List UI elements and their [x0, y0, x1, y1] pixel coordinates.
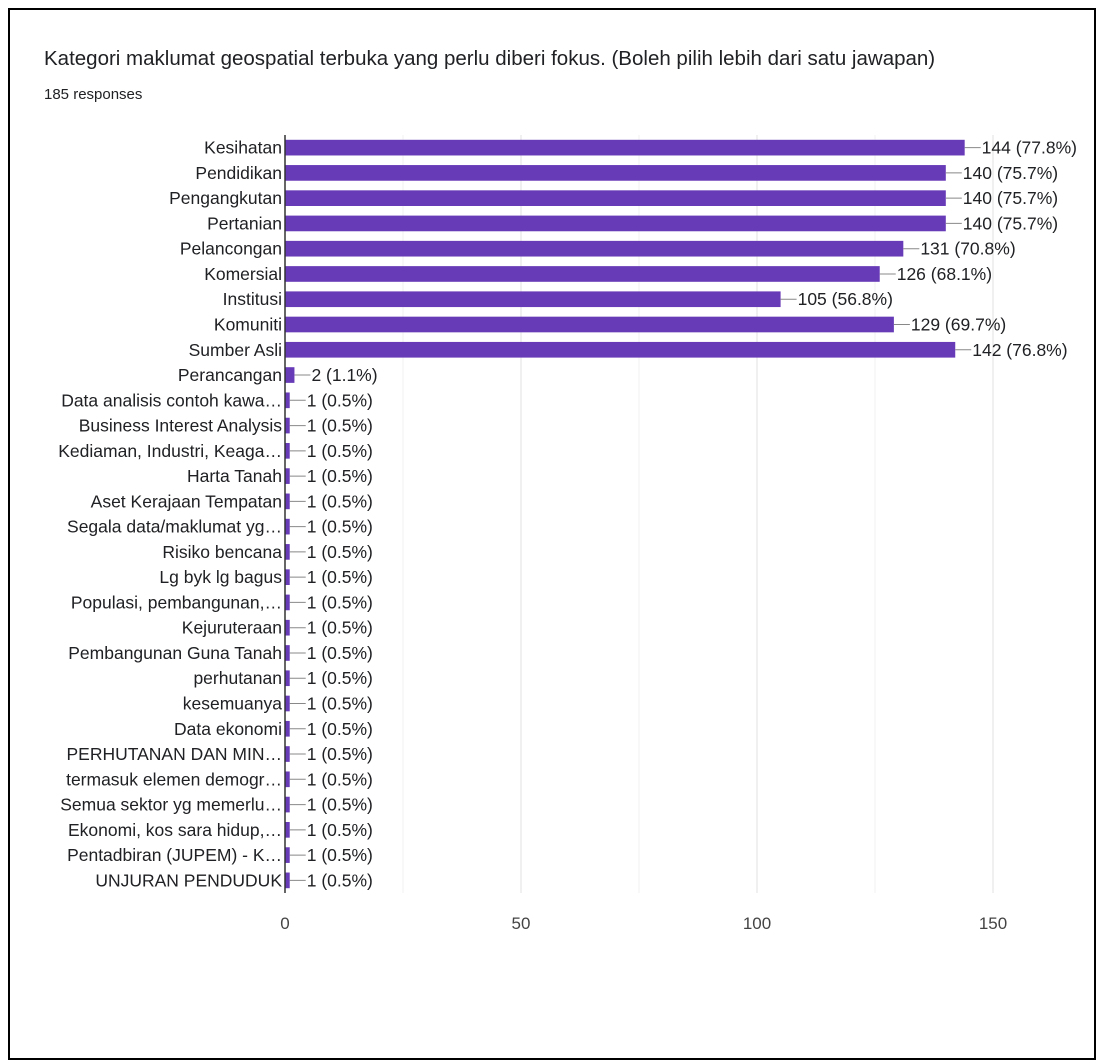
category-label: Semua sektor yg memerlu… [60, 795, 282, 815]
bar [285, 443, 290, 459]
x-tick-label: 100 [743, 914, 771, 933]
bar [285, 695, 290, 712]
chart-title: Kategori maklumat geospatial terbuka yan… [44, 47, 936, 70]
data-label: 131 (70.8%) [920, 239, 1015, 259]
data-label: 1 (0.5%) [307, 719, 373, 739]
bar [285, 796, 290, 813]
category-label: Pelancongan [180, 239, 282, 259]
bar [285, 619, 290, 636]
category-label: termasuk elemen demogr… [66, 769, 282, 789]
category-label: Lg byk lg bagus [159, 567, 282, 587]
data-label: 1 (0.5%) [307, 744, 373, 764]
category-label: Data ekonomi [174, 719, 282, 739]
data-label: 1 (0.5%) [307, 466, 373, 486]
category-label: Pengangkutan [169, 188, 282, 208]
category-label: Kejuruteraan [182, 618, 282, 638]
x-tick-label: 150 [979, 914, 1007, 933]
data-label: 1 (0.5%) [307, 769, 373, 789]
x-tick-label: 0 [280, 914, 289, 933]
chart-card [8, 8, 1096, 1060]
category-label: Harta Tanah [187, 466, 282, 486]
data-label: 1 (0.5%) [307, 567, 373, 587]
category-label: Risiko bencana [162, 542, 282, 562]
category-label: Pembangunan Guna Tanah [68, 643, 282, 663]
bar [285, 165, 946, 181]
bar [285, 392, 290, 409]
category-label: Business Interest Analysis [79, 416, 283, 436]
bar [285, 367, 295, 383]
category-label: Data analisis contoh kawa… [61, 390, 282, 410]
category-label: Pertanian [207, 213, 282, 233]
category-label: Institusi [223, 289, 282, 309]
bar [285, 291, 781, 308]
category-label: UNJURAN PENDUDUK [95, 870, 282, 890]
response-count: 185 responses [44, 86, 143, 103]
bar [285, 645, 290, 661]
data-label: 1 (0.5%) [307, 618, 373, 638]
bar [285, 847, 290, 863]
category-label: Ekonomi, kos sara hidup,… [68, 820, 282, 840]
data-label: 1 (0.5%) [307, 795, 373, 815]
category-label: Pendidikan [195, 163, 282, 183]
category-label: PERHUTANAN DAN MIN… [66, 744, 282, 764]
data-label: 1 (0.5%) [307, 517, 373, 537]
bar [285, 493, 290, 510]
data-label: 2 (1.1%) [311, 365, 377, 385]
data-label: 1 (0.5%) [307, 390, 373, 410]
data-label: 1 (0.5%) [307, 643, 373, 663]
data-label: 126 (68.1%) [897, 264, 992, 284]
data-label: 129 (69.7%) [911, 315, 1006, 335]
data-label: 1 (0.5%) [307, 820, 373, 840]
data-label: 1 (0.5%) [307, 416, 373, 436]
category-label: perhutanan [193, 668, 282, 688]
category-label: Perancangan [178, 365, 282, 385]
bar [285, 569, 290, 585]
bar [285, 822, 290, 838]
category-label: Kediaman, Industri, Keaga… [58, 441, 282, 461]
bar [285, 139, 965, 156]
bar [285, 518, 290, 535]
bar [285, 417, 290, 434]
bar [285, 341, 956, 358]
data-label: 1 (0.5%) [307, 491, 373, 511]
bar [285, 215, 946, 232]
data-label: 1 (0.5%) [307, 694, 373, 714]
category-label: Komuniti [214, 315, 282, 335]
category-label: Segala data/maklumat yg… [67, 517, 282, 537]
category-label: Aset Kerajaan Tempatan [91, 491, 282, 511]
category-label: Populasi, pembangunan,… [71, 592, 282, 612]
category-label: Pentadbiran (JUPEM) - K… [67, 845, 282, 865]
x-tick-label: 50 [512, 914, 531, 933]
category-label: Sumber Asli [189, 340, 282, 360]
data-label: 144 (77.8%) [982, 138, 1077, 158]
data-label: 140 (75.7%) [963, 188, 1058, 208]
category-label: kesemuanya [183, 694, 282, 714]
data-label: 1 (0.5%) [307, 592, 373, 612]
category-label: Kesihatan [204, 138, 282, 158]
data-label: 140 (75.7%) [963, 213, 1058, 233]
data-label: 1 (0.5%) [307, 441, 373, 461]
bar [285, 872, 290, 889]
bar [285, 266, 880, 282]
bar [285, 468, 290, 484]
bar [285, 746, 290, 762]
data-label: 140 (75.7%) [963, 163, 1058, 183]
data-label: 1 (0.5%) [307, 542, 373, 562]
data-label: 1 (0.5%) [307, 668, 373, 688]
bar [285, 720, 290, 737]
bar [285, 240, 904, 257]
bar [285, 670, 290, 687]
data-label: 105 (56.8%) [798, 289, 893, 309]
category-label: Komersial [204, 264, 282, 284]
data-label: 142 (76.8%) [972, 340, 1067, 360]
bar [285, 544, 290, 560]
bar [285, 594, 290, 611]
data-label: 1 (0.5%) [307, 870, 373, 890]
bar [285, 316, 894, 333]
data-label: 1 (0.5%) [307, 845, 373, 865]
bar [285, 771, 290, 788]
bar [285, 190, 946, 206]
